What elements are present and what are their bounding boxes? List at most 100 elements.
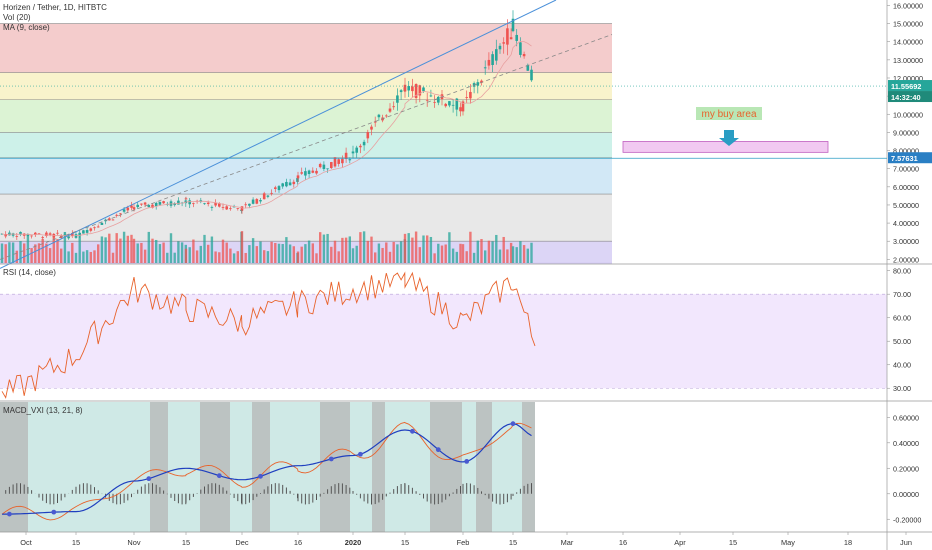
volume-bar: [348, 236, 351, 263]
vol-label: Vol (20): [3, 13, 31, 22]
volume-bar: [248, 245, 251, 263]
volume-bar: [333, 240, 337, 263]
level-badge-bg: [888, 152, 932, 164]
volume-bar: [63, 231, 67, 263]
rsi-pane[interactable]: [0, 271, 887, 399]
volume-bar: [465, 251, 468, 263]
candle-body: [444, 103, 447, 107]
volume-bar: [315, 253, 318, 263]
candle-body: [45, 232, 48, 237]
candle-body: [307, 170, 311, 174]
candle-body: [192, 203, 195, 205]
candle-body: [388, 108, 392, 112]
candle-body: [487, 59, 491, 66]
volume-bar: [377, 243, 381, 263]
price-axis-tick-label: 4.00000: [893, 219, 919, 228]
candle-body: [274, 187, 277, 189]
volume-bar: [270, 241, 273, 263]
volume-bar: [411, 237, 414, 263]
x-axis-tick-label: Nov: [127, 538, 140, 547]
volume-bar: [67, 251, 70, 263]
candle-body: [188, 200, 191, 205]
volume-bar: [337, 251, 340, 263]
fib-band: [0, 132, 612, 158]
candle-body: [399, 90, 403, 93]
candle-body: [502, 42, 505, 44]
candle-body: [210, 206, 214, 208]
candle-body: [448, 101, 451, 106]
candle-body: [422, 87, 425, 92]
volume-bar: [396, 244, 399, 263]
volume-bar: [519, 241, 522, 263]
candle-body: [522, 54, 526, 57]
candle-body: [366, 132, 370, 139]
candle-body: [344, 152, 348, 160]
price-axis-tick-label: 16.00000: [893, 1, 923, 10]
price-badge: 11.55692: [891, 82, 921, 91]
volume-bar: [0, 243, 4, 263]
rsi-label: RSI (14, close): [3, 268, 56, 277]
x-axis-tick-label: Apr: [674, 538, 686, 547]
candle-body: [396, 95, 399, 103]
candle-body: [34, 232, 37, 235]
x-axis-tick-label: 15: [182, 538, 190, 547]
x-axis-tick-label: May: [781, 538, 795, 547]
volume-bar: [126, 235, 129, 263]
candle-body: [491, 54, 494, 65]
x-axis-tick-label: 15: [72, 538, 80, 547]
volume-bar: [311, 243, 314, 263]
volume-bar: [274, 242, 277, 263]
price-pane[interactable]: [0, 0, 613, 269]
price-axis-tick-label: 2.00000: [893, 255, 919, 264]
countdown-badge-bg: [888, 91, 932, 103]
candle-body: [469, 91, 472, 99]
candle-body: [67, 236, 70, 239]
candle-body: [162, 201, 165, 204]
volume-bar: [330, 246, 333, 263]
candle-body: [206, 202, 210, 205]
macd-pane[interactable]: [0, 402, 535, 532]
macd-shade: [0, 402, 28, 532]
volume-bar: [388, 251, 392, 263]
candle-body: [526, 64, 530, 71]
volume-bar: [351, 248, 355, 263]
candle-body: [296, 178, 299, 182]
volume-bar: [495, 234, 498, 263]
volume-bar: [399, 241, 403, 263]
rsi-axis-tick-label: 80.00: [893, 267, 911, 276]
volume-bar: [259, 241, 262, 263]
candle-body: [122, 209, 126, 212]
volume-bar: [288, 244, 292, 263]
volume-bar: [491, 241, 494, 263]
candle-body: [451, 104, 455, 106]
volume-bar: [122, 231, 126, 263]
x-axis-tick-label: 15: [509, 538, 517, 547]
candle-body: [15, 236, 19, 237]
candle-body: [221, 207, 225, 208]
candle-body: [11, 233, 15, 236]
price-axis-tick-label: 12.00000: [893, 74, 923, 83]
volume-bar: [244, 252, 247, 263]
macd-axis-tick-label: 0.20000: [893, 464, 919, 473]
macd-cross-dot: [146, 476, 152, 482]
volume-bar: [469, 231, 472, 263]
macd-cross-dot: [435, 447, 441, 453]
candle-body: [203, 203, 206, 205]
candle-body: [509, 37, 513, 40]
candle-body: [455, 98, 459, 110]
level-badge: 7.57631: [891, 154, 918, 163]
price-badge-bg: [888, 80, 932, 92]
candle-body: [495, 49, 498, 61]
volume-bar: [15, 250, 18, 263]
candle-body: [392, 106, 395, 108]
candle-body: [119, 213, 122, 215]
volume-bar: [374, 252, 377, 263]
candle-body: [348, 159, 352, 161]
volume-bar: [266, 251, 270, 263]
rsi-axis-tick-label: 70.00: [893, 290, 911, 299]
rsi-axis-tick-label: 60.00: [893, 314, 911, 323]
candle-body: [270, 192, 273, 194]
rsi-line: [1, 271, 536, 399]
